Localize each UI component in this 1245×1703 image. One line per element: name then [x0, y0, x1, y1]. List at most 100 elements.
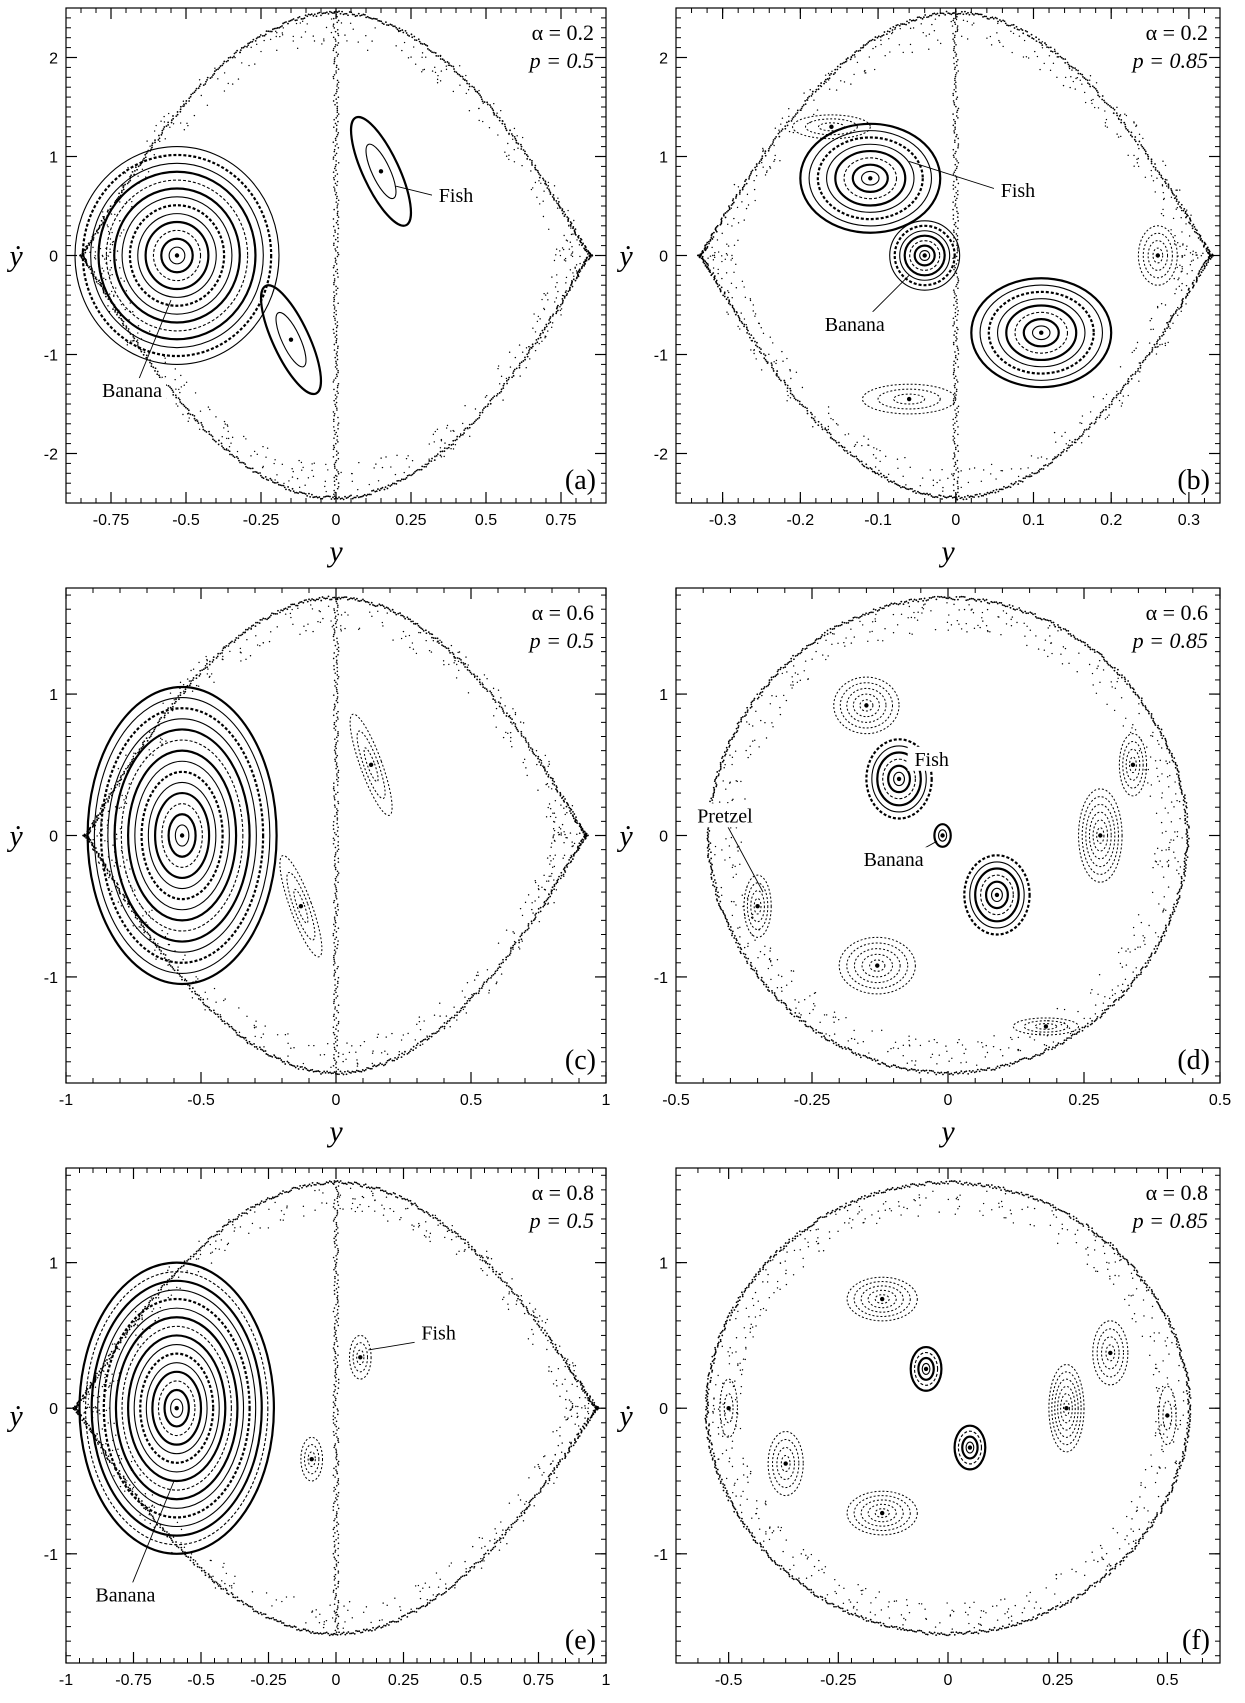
boundary-point	[823, 80, 826, 83]
chaotic-point	[421, 52, 424, 54]
separatrix-point	[332, 426, 335, 428]
boundary-point	[495, 114, 498, 117]
chaotic-point	[563, 831, 565, 833]
boundary-point	[244, 463, 247, 466]
p-label: p = 0.5	[528, 48, 594, 73]
separatrix-point	[335, 353, 338, 355]
chaotic-point	[538, 342, 540, 345]
chaotic-point	[324, 485, 326, 488]
separatrix-point	[333, 349, 336, 351]
separatrix-point	[956, 210, 958, 213]
boundary-point	[420, 468, 423, 471]
chaotic-point	[113, 295, 115, 298]
boundary-point	[345, 497, 348, 499]
boundary-point	[119, 776, 122, 779]
chaotic-point	[724, 258, 727, 261]
boundary-point	[924, 14, 927, 16]
boundary-point	[176, 113, 179, 116]
plot-frame	[65, 7, 607, 504]
boundary-point	[189, 413, 192, 416]
boundary-point	[512, 370, 515, 373]
boundary-point	[105, 798, 108, 800]
boundary-point	[116, 882, 118, 885]
separatrix-point	[333, 294, 336, 297]
chaotic-point	[296, 477, 299, 480]
boundary-point	[1175, 195, 1178, 198]
chaotic-point	[1133, 122, 1135, 124]
boundary-point	[167, 707, 170, 710]
boundary-point	[531, 162, 533, 164]
boundary-point	[342, 498, 345, 501]
chaotic-point	[312, 35, 314, 37]
boundary-point	[553, 198, 555, 201]
boundary-point	[1170, 189, 1173, 192]
boundary-point	[356, 494, 359, 497]
chaotic-point	[115, 833, 118, 836]
separatrix-point	[953, 103, 956, 106]
chaotic-point	[537, 789, 539, 791]
boundary-point	[557, 309, 559, 312]
boundary-point	[549, 191, 552, 194]
boundary-point	[172, 391, 175, 394]
boundary-point	[293, 603, 296, 606]
chaotic-point	[1127, 154, 1129, 157]
boundary-point	[498, 119, 501, 122]
chaotic-point	[330, 1066, 332, 1069]
boundary-point	[256, 1048, 259, 1050]
island-side-lower	[862, 383, 957, 415]
chaotic-point	[323, 40, 325, 42]
separatrix-point	[335, 130, 338, 132]
chaotic-point	[530, 346, 532, 349]
boundary-point	[271, 1055, 274, 1058]
chaotic-point	[182, 413, 184, 416]
chaotic-point	[1190, 214, 1192, 216]
chaotic-point	[439, 1002, 441, 1004]
chaotic-point	[921, 477, 924, 479]
chaotic-point	[1049, 69, 1052, 72]
boundary-point	[327, 1071, 330, 1074]
boundary-point	[413, 35, 416, 38]
boundary-point	[892, 26, 895, 28]
chaotic-point	[929, 469, 932, 471]
chaotic-point	[262, 445, 264, 448]
boundary-point	[1021, 480, 1024, 483]
boundary-point	[1101, 95, 1104, 97]
boundary-point	[1087, 428, 1090, 430]
boundary-point	[1062, 57, 1065, 60]
boundary-point	[336, 598, 339, 601]
boundary-point	[1141, 145, 1144, 148]
chaotic-point	[148, 749, 150, 751]
chaotic-point	[1197, 257, 1199, 259]
chaotic-point	[126, 341, 129, 344]
boundary-point	[1206, 246, 1209, 249]
boundary-point	[1179, 205, 1181, 208]
chaotic-point	[743, 286, 745, 288]
separatrix-point	[335, 459, 338, 462]
separatrix-point	[333, 298, 336, 301]
boundary-point	[836, 68, 839, 71]
chaotic-point	[789, 368, 791, 371]
chaotic-point	[1164, 304, 1167, 306]
boundary-point	[911, 488, 913, 490]
separatrix-point	[336, 268, 339, 271]
chaotic-point	[544, 294, 547, 296]
separatrix-point	[333, 306, 336, 308]
chaotic-point	[440, 70, 443, 72]
chaotic-point	[143, 931, 145, 934]
boundary-point	[350, 597, 352, 600]
boundary-point	[741, 186, 744, 189]
boundary-point	[211, 661, 214, 663]
chaotic-point	[330, 18, 333, 20]
boundary-point	[531, 748, 534, 751]
boundary-point	[144, 930, 147, 933]
boundary-point	[566, 863, 569, 866]
invariant-curve	[1014, 311, 1069, 354]
chaotic-point	[1135, 125, 1137, 128]
boundary-point	[104, 865, 107, 868]
chaotic-point	[546, 292, 549, 294]
chaotic-point	[104, 258, 106, 260]
boundary-point	[1042, 468, 1045, 470]
invariant-curve	[919, 250, 931, 262]
separatrix-point	[953, 268, 955, 271]
separatrix-point	[336, 115, 339, 117]
